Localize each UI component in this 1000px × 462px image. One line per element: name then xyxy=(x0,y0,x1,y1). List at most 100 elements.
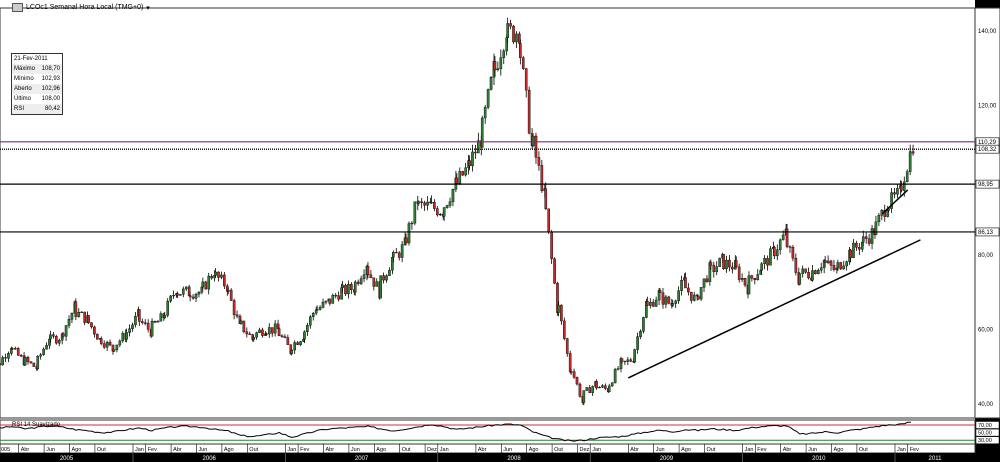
rsi-level-label: 70,00 xyxy=(978,423,992,429)
candle-body xyxy=(296,342,299,345)
candle-body xyxy=(121,333,125,342)
candle-body xyxy=(781,234,785,241)
candle-body xyxy=(674,300,677,304)
candle-body xyxy=(534,135,538,158)
level-label-box xyxy=(975,144,1000,154)
candle-body xyxy=(1,357,4,366)
candle-body xyxy=(150,321,154,337)
candle-body xyxy=(661,292,665,305)
month-label: Ago xyxy=(224,447,234,453)
candle-body xyxy=(667,296,671,304)
candle-body xyxy=(420,201,423,203)
info-value: 108,00 xyxy=(41,96,60,102)
candle-body xyxy=(544,188,548,209)
candle-body xyxy=(172,294,175,297)
candle-body xyxy=(861,236,865,243)
candle-body xyxy=(585,387,589,391)
candle-body xyxy=(763,258,766,264)
candle-body xyxy=(128,328,131,333)
year-label: 2008 xyxy=(507,456,521,462)
candle-body xyxy=(648,302,652,306)
candle-body xyxy=(908,151,912,172)
candle-body xyxy=(766,258,769,266)
candle-body xyxy=(778,239,782,251)
chart-title[interactable]: LCOc1 Semanal Hora Local (TMG+0) ▾ xyxy=(12,3,150,12)
candle-body xyxy=(483,107,487,119)
candle-body xyxy=(743,278,747,286)
candle-body xyxy=(163,315,167,318)
candle-body xyxy=(705,278,709,282)
candle-body xyxy=(540,165,544,192)
candle-body xyxy=(45,345,48,350)
candle-body xyxy=(0,363,1,366)
candle-body xyxy=(265,333,268,335)
candle-body xyxy=(499,57,503,70)
candle-body xyxy=(563,320,566,339)
candle-body xyxy=(166,300,169,316)
candle-body xyxy=(448,201,452,206)
candle-body xyxy=(737,266,741,280)
candle-body xyxy=(804,268,807,273)
caret-down-icon[interactable]: ▾ xyxy=(146,4,150,12)
candle-body xyxy=(29,361,33,364)
year-axis xyxy=(0,453,975,462)
candle-body xyxy=(801,268,804,274)
candle-body xyxy=(242,320,246,332)
candle-body xyxy=(626,359,630,362)
level-label: 108,32 xyxy=(978,147,997,153)
level-label-box xyxy=(975,179,1000,189)
candle-body xyxy=(283,336,287,338)
candle-body xyxy=(153,321,157,323)
candle-body xyxy=(280,335,284,337)
candle-body xyxy=(601,385,604,388)
candle-body xyxy=(646,301,649,306)
candle-body xyxy=(255,332,258,338)
candle-body xyxy=(362,274,366,279)
candle-body xyxy=(324,300,328,303)
rsi-label[interactable]: RSI 14 Suavizado xyxy=(12,422,61,428)
candle-body xyxy=(642,317,645,332)
chart-icon xyxy=(12,3,23,12)
candle-body xyxy=(125,332,128,340)
month-label: Dez xyxy=(580,447,590,453)
candle-body xyxy=(775,249,779,257)
info-value: 102,96 xyxy=(41,86,60,92)
candle-body xyxy=(823,260,827,263)
month-label: Abr xyxy=(21,447,30,453)
candle-body xyxy=(226,289,230,292)
candle-body xyxy=(115,344,119,350)
candle-body xyxy=(509,23,512,27)
candle-body xyxy=(521,57,525,69)
candle-body xyxy=(740,278,744,280)
month-label: Jan xyxy=(745,447,754,453)
candle-body xyxy=(52,334,55,337)
candle-body xyxy=(229,289,233,301)
month-label: Ago xyxy=(376,447,386,453)
month-label: Ago xyxy=(529,447,539,453)
month-label: Out xyxy=(554,447,563,453)
candle-body xyxy=(654,299,658,307)
candle-body xyxy=(19,355,23,357)
candle-body xyxy=(636,336,639,350)
candle-body xyxy=(849,249,852,258)
y-axis xyxy=(974,7,1000,419)
year-label: 2006 xyxy=(203,456,217,462)
y-tick-label: 140,00 xyxy=(978,29,997,35)
candle-body xyxy=(341,284,344,288)
candle-body xyxy=(702,278,706,288)
candle-body xyxy=(527,89,531,134)
candle-body xyxy=(217,271,220,278)
candle-body xyxy=(134,316,137,326)
candle-body xyxy=(118,340,122,346)
candle-body xyxy=(699,287,703,300)
candle-body xyxy=(893,192,896,195)
candle-body xyxy=(392,252,395,258)
candle-body xyxy=(560,304,563,322)
candle-body xyxy=(36,356,40,369)
candle-body xyxy=(57,340,61,344)
candle-body xyxy=(512,25,515,43)
trendline xyxy=(881,189,909,215)
candle-body xyxy=(74,301,78,317)
candle-body xyxy=(610,382,614,387)
